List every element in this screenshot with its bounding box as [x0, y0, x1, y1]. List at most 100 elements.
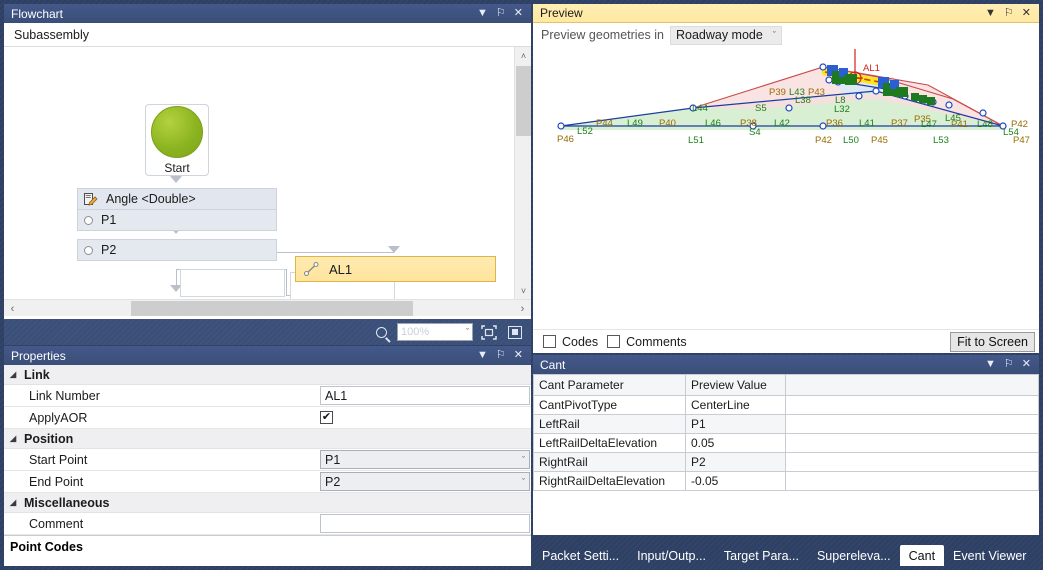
start-point-select[interactable]: P1 ˇ — [320, 450, 530, 469]
comment-input[interactable] — [320, 514, 530, 533]
flowchart-title: Flowchart — [11, 6, 64, 21]
flowchart-horizontal-scrollbar[interactable]: ‹ › — [4, 299, 531, 316]
chevron-down-icon[interactable]: ▼ — [985, 358, 996, 370]
flowchart-node-al1[interactable]: AL1 — [295, 256, 496, 282]
property-name: Comment — [29, 516, 84, 531]
pin-icon[interactable]: ⚐ — [495, 7, 506, 19]
preview-drawing-canvas[interactable]: AL1 P46 L52 P44 L49 P40 L44 L46 L51 P38 … — [533, 47, 1039, 329]
comments-checkbox[interactable] — [607, 335, 621, 348]
drawing-point-label: P42 — [815, 135, 832, 146]
table-row[interactable]: LeftRail P1 — [533, 414, 1039, 434]
scroll-down-icon[interactable]: ˅ — [520, 285, 527, 296]
property-row-comment: Comment — [4, 513, 531, 535]
scroll-up-icon[interactable]: ˄ — [520, 50, 527, 61]
preview-mode-label: Preview geometries in — [541, 28, 664, 42]
flowchart-node-p1[interactable]: P1 — [77, 209, 277, 231]
drawing-point-label: P39 — [769, 87, 786, 98]
close-icon[interactable]: ✕ — [513, 7, 523, 19]
tab-cant[interactable]: Cant — [899, 545, 945, 566]
cant-parameter-cell: RightRail — [533, 452, 686, 472]
flowchart-title-bar: Flowchart ▼ ⚐ ✕ — [4, 4, 531, 23]
pin-icon[interactable]: ⚐ — [1003, 358, 1014, 370]
property-name: End Point — [29, 474, 84, 489]
connector — [176, 269, 177, 288]
connector-arrow-icon — [388, 246, 400, 253]
codes-checkbox[interactable] — [543, 335, 556, 348]
tab-superelevation[interactable]: Supereleva... — [816, 548, 891, 563]
p1-node-label: P1 — [101, 213, 117, 227]
center-view-icon[interactable] — [505, 322, 525, 342]
flowchart-node-p2[interactable]: P2 — [77, 239, 277, 261]
property-group-miscellaneous[interactable]: ◢ Miscellaneous — [4, 493, 531, 513]
chevron-down-icon[interactable]: ▼ — [477, 7, 488, 19]
table-row[interactable]: RightRail P2 — [533, 452, 1039, 472]
close-icon[interactable]: ✕ — [1021, 358, 1031, 370]
property-row-applyaor: ApplyAOR ✔ — [4, 407, 531, 429]
expander-icon[interactable]: ◢ — [10, 370, 17, 379]
scroll-thumb[interactable] — [516, 66, 531, 136]
flowchart-node-angle[interactable]: Angle <Double> — [77, 188, 277, 210]
chevron-down-icon[interactable]: ▼ — [477, 349, 488, 361]
tab-input-output[interactable]: Input/Outp... — [637, 548, 706, 563]
drawing-link-label: L53 — [933, 135, 949, 146]
drawing-point-label: P40 — [659, 118, 676, 129]
drawing-link-label: L45 — [945, 113, 961, 124]
tab-target-parameters[interactable]: Target Para... — [723, 548, 799, 563]
cant-panel: Cant ▼ ⚐ ✕ Cant Parameter Preview Value — [533, 355, 1039, 535]
chevron-down-icon: ˇ — [772, 30, 776, 40]
flowchart-canvas[interactable]: Start Angle <Double> — [4, 47, 531, 299]
chevron-down-icon[interactable]: ▼ — [985, 6, 996, 19]
applyaor-checkbox[interactable]: ✔ — [320, 411, 333, 424]
al1-node-label: AL1 — [329, 261, 353, 277]
end-point-select[interactable]: P2 ˇ — [320, 472, 530, 491]
tab-event-viewer[interactable]: Event Viewer — [953, 548, 1027, 563]
drawing-link-label: L43 — [789, 87, 805, 98]
preview-mode-row: Preview geometries in Roadway mode ˇ — [533, 23, 1039, 47]
flowchart-node-start[interactable]: Start — [145, 104, 209, 176]
comments-checkbox-wrap[interactable]: Comments — [607, 335, 687, 349]
preview-mode-combobox[interactable]: Roadway mode ˇ — [669, 25, 782, 45]
close-icon[interactable]: ✕ — [513, 349, 523, 361]
cant-header-row: Cant Parameter Preview Value — [533, 374, 1039, 396]
codes-checkbox-wrap[interactable]: Codes — [543, 335, 598, 349]
flowchart-node-placeholder[interactable] — [180, 269, 285, 297]
bottom-tab-bar: Packet Setti... Input/Outp... Target Par… — [533, 538, 1039, 566]
scroll-thumb[interactable] — [131, 301, 413, 316]
connector-arrow-icon — [170, 285, 182, 292]
pin-icon[interactable]: ⚐ — [1003, 6, 1014, 19]
end-point-value: P2 — [325, 474, 341, 489]
table-row[interactable]: CantPivotType CenterLine — [533, 395, 1039, 415]
drawing-point-label: P47 — [1013, 135, 1030, 146]
property-group-position[interactable]: ◢ Position — [4, 429, 531, 449]
connector — [286, 269, 287, 296]
zoom-level-combobox[interactable]: 100% ˇ — [397, 323, 473, 341]
cant-title: Cant — [540, 357, 566, 372]
fit-to-window-icon[interactable] — [479, 322, 499, 342]
scroll-right-icon[interactable]: › — [520, 302, 525, 315]
close-icon[interactable]: ✕ — [1021, 6, 1031, 19]
drawing-link-label: L44 — [692, 103, 708, 114]
table-row[interactable]: RightRailDeltaElevation -0.05 — [533, 471, 1039, 491]
chevron-down-icon: ˇ — [522, 476, 525, 487]
link-number-input[interactable]: AL1 — [320, 386, 530, 405]
tab-packet-settings[interactable]: Packet Setti... — [542, 548, 620, 563]
property-group-link[interactable]: ◢ Link — [4, 365, 531, 385]
drawing-link-label: S5 — [755, 103, 767, 114]
drawing-link-label: L49 — [627, 118, 643, 129]
property-name: Link Number — [29, 388, 100, 403]
table-row[interactable]: LeftRailDeltaElevation 0.05 — [533, 433, 1039, 453]
flowchart-vertical-scrollbar[interactable]: ˄ ˅ — [514, 47, 531, 299]
pin-icon[interactable]: ⚐ — [495, 349, 506, 361]
cant-column-header[interactable]: Cant Parameter — [533, 374, 686, 396]
fit-to-screen-button[interactable]: Fit to Screen — [950, 331, 1035, 352]
point-icon — [84, 215, 93, 225]
scroll-left-icon[interactable]: ‹ — [10, 302, 15, 315]
cant-column-header[interactable]: Preview Value — [685, 374, 786, 396]
cant-column-header[interactable] — [785, 374, 1039, 396]
drawing-point-label: P35 — [914, 114, 931, 125]
expander-icon[interactable]: ◢ — [10, 498, 17, 507]
expander-icon[interactable]: ◢ — [10, 434, 17, 443]
magnifier-icon[interactable] — [371, 322, 391, 342]
drawing-link-label: S4 — [749, 127, 761, 138]
